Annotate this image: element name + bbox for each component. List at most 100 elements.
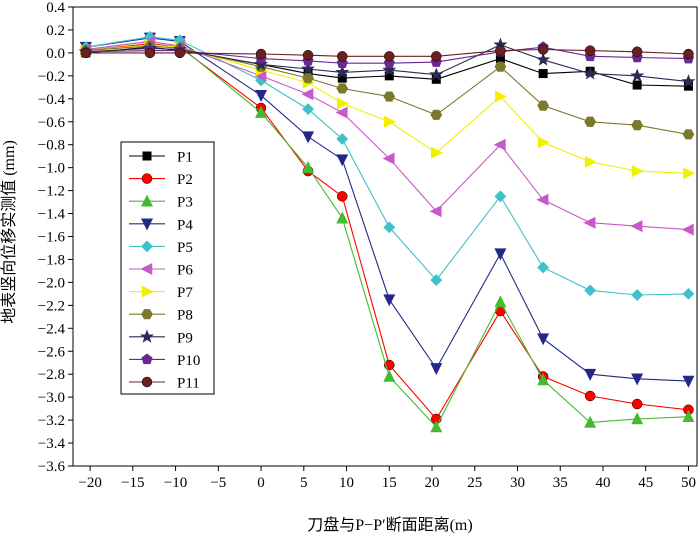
data-point: [431, 51, 442, 62]
data-point: [302, 49, 314, 61]
y-tick-label: −2.0: [38, 275, 65, 291]
data-point: [430, 274, 443, 287]
legend-label: P11: [177, 376, 200, 392]
data-point: [630, 220, 643, 233]
data-point: [301, 88, 314, 101]
data-point: [682, 409, 695, 422]
data-point: [383, 294, 396, 307]
y-tick-label: −1.8: [38, 252, 65, 268]
data-point: [584, 390, 596, 402]
x-tick-label: 25: [467, 475, 482, 491]
data-point: [494, 295, 507, 308]
data-point: [383, 91, 396, 102]
data-point: [683, 167, 696, 180]
data-point: [683, 48, 694, 60]
x-tick-label: 15: [382, 475, 397, 491]
legend-swatch-marker: [142, 151, 152, 161]
data-point: [429, 205, 442, 218]
y-tick-label: −3.2: [38, 413, 65, 429]
y-tick-label: −1.2: [38, 184, 65, 200]
x-tick-label: 40: [595, 475, 610, 491]
series-group: [78, 30, 696, 433]
x-tick-label: 20: [425, 475, 440, 491]
x-tick-label: −10: [164, 475, 187, 491]
axes: −20 −15 −10 −5 0 5 10 15 20 25 30 35 40 45 50 0.4 0.2 0.0…: [38, 0, 696, 491]
data-point: [537, 44, 549, 55]
y-tick-label: −3.4: [38, 436, 66, 452]
y-tick-label: 0.0: [46, 46, 65, 62]
data-point: [336, 133, 349, 145]
data-point: [631, 46, 643, 58]
legend-label: P5: [177, 240, 193, 256]
data-point: [336, 97, 349, 110]
data-point: [631, 373, 644, 386]
data-point: [430, 420, 443, 433]
x-tick-label: −5: [210, 475, 226, 491]
data-point: [383, 115, 396, 128]
y-tick-label: −0.8: [38, 138, 65, 154]
data-point: [682, 287, 695, 300]
data-point: [174, 47, 186, 59]
data-point: [631, 165, 644, 178]
legend-swatch-marker: [141, 173, 153, 184]
y-tick-label: −1.4: [38, 207, 66, 223]
x-tick-label: 50: [681, 475, 696, 491]
x-axis-label: 刀盘与P−P′断面距离(m): [307, 515, 472, 534]
data-point: [302, 103, 314, 116]
data-point: [584, 415, 597, 428]
series-p11: [80, 44, 694, 62]
legend-swatch-marker: [141, 353, 153, 365]
x-tick-label: 30: [510, 475, 525, 491]
series-p5: [79, 30, 695, 301]
y-tick-label: −0.4: [38, 92, 66, 108]
y-tick-label: −1.0: [38, 161, 65, 177]
x-tick-label: 5: [300, 475, 308, 491]
data-point: [384, 51, 395, 62]
data-point: [382, 62, 397, 77]
data-point: [430, 109, 443, 120]
data-point: [382, 152, 395, 165]
data-point: [336, 211, 349, 224]
data-point: [301, 61, 316, 75]
x-tick-label: 0: [257, 475, 265, 491]
legend-label: P2: [177, 172, 193, 188]
data-point: [631, 398, 643, 410]
legend-label: P8: [177, 308, 193, 324]
data-point: [583, 216, 596, 229]
legend-swatch-marker: [141, 218, 153, 231]
legend-label: P4: [177, 217, 193, 233]
y-tick-label: −2.8: [38, 367, 65, 383]
x-tick-label: 35: [553, 475, 568, 491]
data-point: [584, 368, 597, 381]
legend-box: [120, 141, 215, 395]
data-point: [494, 61, 507, 72]
data-point: [537, 333, 550, 346]
data-point: [682, 129, 695, 140]
data-point: [495, 45, 506, 56]
x-tick-label: −15: [121, 475, 144, 491]
data-point: [335, 106, 348, 119]
x-tick-label: −20: [78, 475, 101, 491]
data-point: [302, 160, 315, 173]
legend-label: P6: [177, 263, 193, 279]
y-tick-label: −2.4: [38, 321, 66, 337]
legend-label: P10: [177, 353, 200, 369]
data-point: [537, 136, 550, 149]
data-point: [337, 73, 347, 83]
legend-swatch-marker: [141, 309, 153, 320]
y-tick-label: −1.6: [38, 230, 66, 246]
data-point: [630, 68, 645, 82]
data-point: [631, 412, 644, 425]
y-axis-label: 地表竖向位移实测值 (mm): [0, 140, 18, 324]
data-point: [255, 105, 268, 118]
data-point: [254, 57, 269, 71]
x-tick-label: 45: [638, 475, 653, 491]
y-tick-label: 0.2: [46, 23, 65, 39]
data-point: [431, 74, 441, 84]
legend-label: P7: [177, 285, 193, 301]
legend-swatch-marker: [140, 263, 153, 275]
data-point: [429, 67, 444, 81]
data-point: [80, 47, 92, 59]
y-tick-label: −0.2: [38, 69, 65, 85]
